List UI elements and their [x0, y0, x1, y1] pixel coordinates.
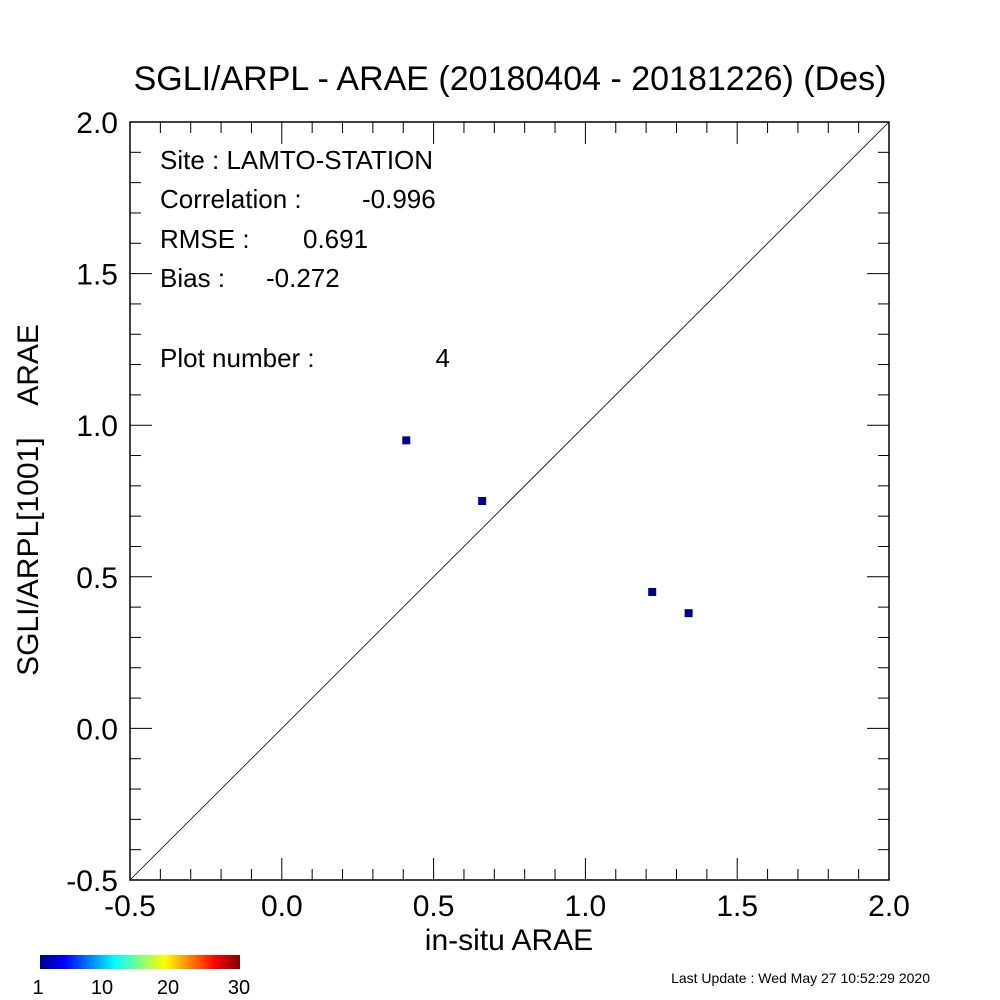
stat-rmse-value: 0.691 — [303, 224, 368, 254]
y-tick-label: 0.5 — [76, 562, 118, 595]
data-points — [402, 436, 693, 618]
x-tick-label: 0.5 — [413, 890, 455, 923]
last-update-text: Last Update : Wed May 27 10:52:29 2020 — [671, 970, 930, 986]
x-tick-label: 1.5 — [716, 890, 758, 923]
data-point — [648, 587, 657, 596]
colorbar-tick-label: 30 — [228, 977, 250, 999]
y-tick-label: 1.5 — [76, 259, 118, 292]
y-tick-labels: -0.5 0.0 0.5 1.0 1.5 2.0 — [66, 107, 118, 898]
stat-plot-number-value: 4 — [436, 343, 450, 373]
plot-frame — [129, 121, 890, 881]
data-point — [402, 436, 411, 445]
stat-rmse-label: RMSE : — [160, 224, 250, 254]
stat-correlation-label: Correlation : — [160, 184, 302, 214]
axis-ticks — [129, 121, 890, 881]
colorbar — [40, 955, 240, 969]
stat-bias-value: -0.272 — [266, 263, 340, 293]
x-tick-label: -0.5 — [104, 890, 156, 923]
x-tick-label: 1.0 — [565, 890, 607, 923]
y-tick-label: -0.5 — [66, 865, 118, 898]
colorbar-labels: 1 10 20 30 — [32, 977, 250, 999]
one-to-one-line — [129, 121, 890, 881]
x-tick-labels: -0.5 0.0 0.5 1.0 1.5 2.0 — [104, 890, 910, 923]
data-point — [684, 609, 693, 618]
stat-plot-number-label: Plot number : — [160, 343, 315, 373]
stat-bias-label: Bias : — [160, 263, 225, 293]
x-axis-label: in-situ ARAE — [425, 924, 593, 957]
y-tick-label: 1.0 — [76, 410, 118, 443]
colorbar-tick-label: 20 — [157, 977, 179, 999]
stats-box: Site : LAMTO-STATION Correlation : -0.99… — [160, 145, 450, 373]
data-point — [478, 497, 487, 505]
x-tick-label: 2.0 — [868, 890, 910, 923]
colorbar-tick-label: 10 — [91, 977, 113, 999]
x-tick-label: 0.0 — [261, 890, 303, 923]
colorbar-tick-label: 1 — [32, 977, 43, 999]
y-tick-label: 0.0 — [76, 713, 118, 746]
stat-site: Site : LAMTO-STATION — [160, 145, 433, 175]
y-tick-label: 2.0 — [76, 107, 118, 140]
chart-title: SGLI/ARPL - ARAE (20180404 - 20181226) (… — [134, 60, 887, 98]
y-axis-label: SGLI/ARPL[1001] ARAE — [12, 324, 45, 676]
stat-correlation-value: -0.996 — [362, 184, 436, 214]
